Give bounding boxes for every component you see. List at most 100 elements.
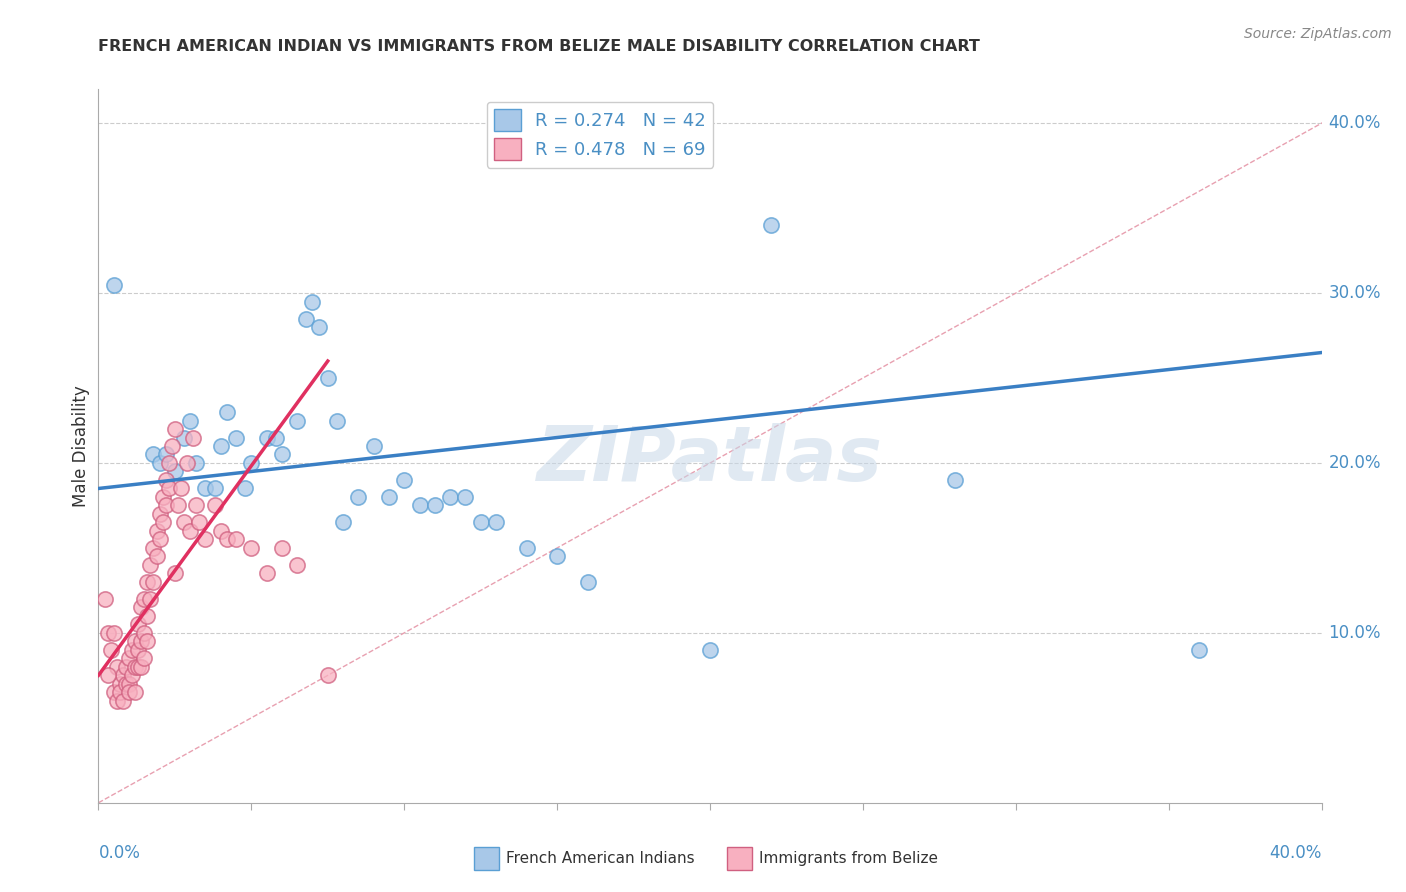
Point [160,439,183,453]
Point [115,677,138,691]
Point [149,507,172,521]
Point [145,549,167,564]
Point [142,448,165,462]
Point [136,634,159,648]
Point [152,516,174,530]
Point [149,533,172,547]
Point [121,668,143,682]
Point [179,524,201,538]
Point [295,311,318,326]
Point [127,617,149,632]
Point [108,685,131,699]
Point [93,591,115,606]
Point [301,294,323,309]
Point [103,277,125,292]
Point [256,566,278,581]
Point [103,626,125,640]
Text: French American Indians: French American Indians [506,852,695,866]
Point [155,499,177,513]
Text: 20.0%: 20.0% [1329,454,1381,472]
Point [121,643,143,657]
Point [188,516,211,530]
Point [163,566,186,581]
Point [100,643,122,657]
Point [759,218,782,232]
Point [516,541,538,555]
Point [136,608,159,623]
Point [204,482,226,496]
Text: 10.0%: 10.0% [1329,624,1381,642]
Point [139,558,162,572]
Point [105,694,128,708]
Point [439,490,461,504]
Point [124,634,146,648]
Point [264,430,287,444]
Text: Source: ZipAtlas.com: Source: ZipAtlas.com [1244,27,1392,41]
Point [378,490,401,504]
Point [225,533,247,547]
Point [423,499,446,513]
Point [115,660,138,674]
Point [470,516,492,530]
Text: 40.0%: 40.0% [1270,845,1322,863]
Point [363,439,385,453]
Point [136,574,159,589]
Point [285,558,308,572]
Point [1188,643,1211,657]
Point [111,668,134,682]
Point [157,482,180,496]
Text: Immigrants from Belize: Immigrants from Belize [759,852,938,866]
Point [145,524,167,538]
Point [157,456,180,470]
Point [129,600,152,615]
Point [163,465,186,479]
Point [134,626,156,640]
Point [194,533,217,547]
Point [127,660,149,674]
Point [270,448,292,462]
Point [347,490,370,504]
Point [118,651,141,665]
Point [256,430,278,444]
Y-axis label: Male Disability: Male Disability [72,385,90,507]
Point [167,499,190,513]
Point [308,320,330,334]
Point [943,473,966,487]
Point [215,533,238,547]
Point [134,591,156,606]
Point [316,371,339,385]
Point [118,685,141,699]
Point [332,516,354,530]
Point [285,413,308,427]
Legend: R = 0.274   N = 42, R = 0.478   N = 69: R = 0.274 N = 42, R = 0.478 N = 69 [486,102,713,168]
Text: FRENCH AMERICAN INDIAN VS IMMIGRANTS FROM BELIZE MALE DISABILITY CORRELATION CHA: FRENCH AMERICAN INDIAN VS IMMIGRANTS FRO… [98,38,980,54]
Point [111,694,134,708]
Point [186,456,208,470]
Point [454,490,477,504]
Point [485,516,508,530]
Point [142,541,165,555]
Point [173,516,195,530]
Point [105,660,128,674]
Point [134,651,156,665]
Point [194,482,217,496]
Point [142,574,165,589]
Point [124,660,146,674]
Point [209,439,232,453]
Point [129,660,152,674]
Point [170,482,193,496]
Point [155,448,177,462]
Point [97,668,120,682]
Point [699,643,721,657]
Point [155,473,177,487]
Text: 40.0%: 40.0% [1329,114,1381,132]
Text: 30.0%: 30.0% [1329,284,1381,302]
Point [152,490,174,504]
Point [392,473,416,487]
Point [546,549,568,564]
Point [181,430,204,444]
Point [240,541,263,555]
Point [408,499,430,513]
Point [118,677,141,691]
Point [240,456,263,470]
